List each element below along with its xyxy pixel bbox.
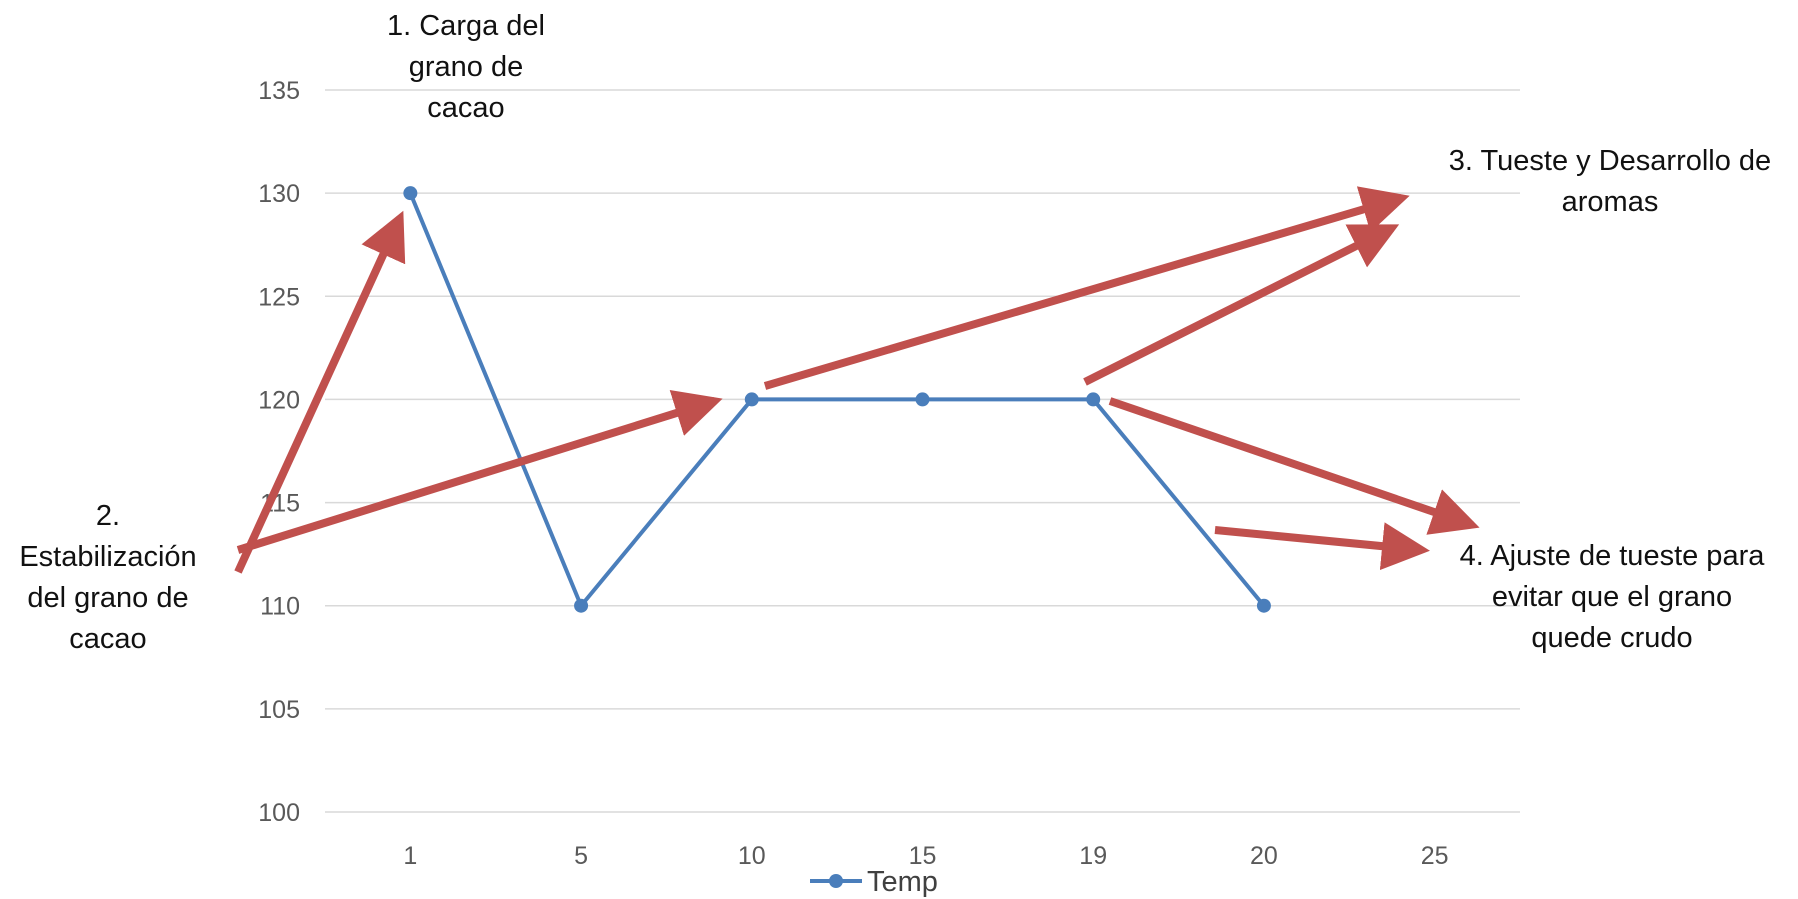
y-tick-label: 120 bbox=[258, 386, 300, 414]
annotation-label: del grano de bbox=[27, 582, 188, 614]
annotation-arrow bbox=[234, 210, 406, 574]
data-point bbox=[744, 392, 759, 407]
legend-label: Temp bbox=[867, 866, 938, 898]
annotation-label: 3. Tueste y Desarrollo de bbox=[1449, 145, 1771, 177]
annotation-arrows bbox=[234, 186, 1480, 574]
annotation-label: aromas bbox=[1562, 186, 1659, 218]
x-tick-label: 20 bbox=[1250, 842, 1278, 870]
data-point bbox=[574, 598, 589, 613]
y-tick-label: 135 bbox=[258, 77, 300, 105]
y-tick-label: 110 bbox=[260, 593, 300, 621]
annotation-label: cacao bbox=[69, 623, 146, 655]
data-point bbox=[1256, 598, 1271, 613]
y-tick-label: 100 bbox=[258, 799, 300, 827]
annotation-arrow bbox=[763, 186, 1410, 390]
x-tick-label: 25 bbox=[1421, 842, 1449, 870]
series-line bbox=[408, 192, 1266, 608]
annotation-label: quede crudo bbox=[1531, 622, 1692, 654]
y-tick-label: 130 bbox=[258, 180, 300, 208]
annotation-label: cacao bbox=[427, 92, 504, 124]
annotation-label: evitar que el grano bbox=[1492, 581, 1732, 613]
y-tick-label: 105 bbox=[258, 696, 300, 724]
grid bbox=[325, 89, 1520, 813]
x-tick-label: 19 bbox=[1079, 842, 1107, 870]
legend-swatch-marker bbox=[829, 874, 843, 888]
annotation-label: 2. bbox=[96, 500, 120, 532]
x-tick-label: 15 bbox=[909, 842, 937, 870]
annotation-label: 4. Ajuste de tueste para bbox=[1460, 540, 1766, 572]
y-tick-label: 125 bbox=[258, 283, 300, 311]
annotation-arrow bbox=[236, 390, 723, 554]
x-tick-label: 1 bbox=[403, 842, 417, 870]
annotation-label: Estabilización bbox=[19, 541, 196, 573]
legend: Temp bbox=[810, 866, 938, 898]
annotation-label: grano de bbox=[409, 51, 524, 83]
data-point bbox=[403, 186, 418, 201]
x-axis-ticks: 1 5 10 15 19 20 25 bbox=[403, 842, 1448, 870]
annotation-label: 1. Carga del bbox=[387, 10, 545, 42]
annotation-arrow bbox=[1083, 224, 1400, 386]
data-point bbox=[915, 392, 930, 407]
annotation-arrow bbox=[1108, 397, 1480, 535]
data-point bbox=[1086, 392, 1101, 407]
annotations: 1. Carga del grano de cacao 2. Estabilizació… bbox=[19, 10, 1771, 655]
x-tick-label: 5 bbox=[574, 842, 588, 870]
series-temp bbox=[403, 186, 1271, 613]
annotation-arrow bbox=[1214, 522, 1430, 571]
x-tick-label: 10 bbox=[738, 842, 766, 870]
